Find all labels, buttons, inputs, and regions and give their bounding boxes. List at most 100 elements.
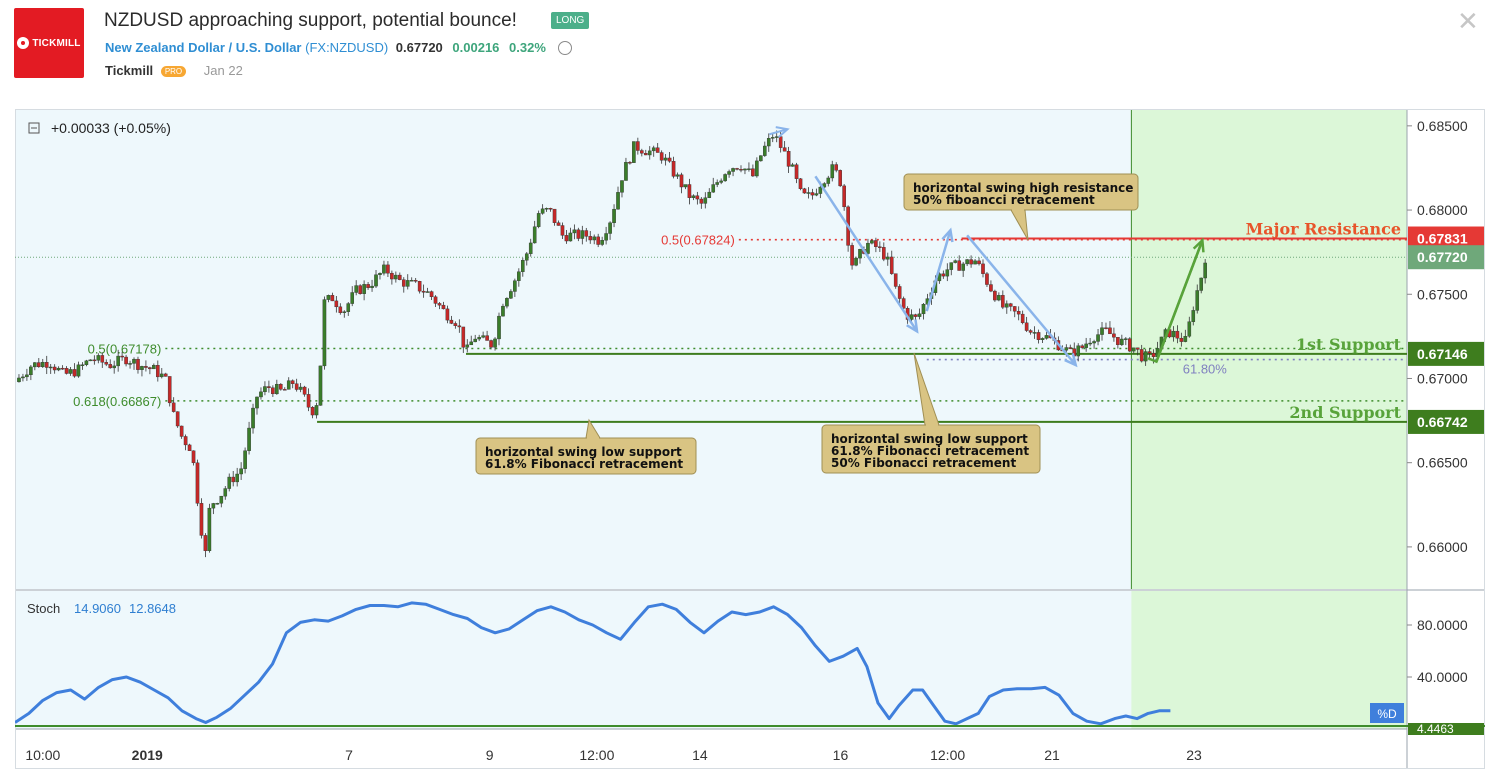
candle-body bbox=[152, 365, 156, 370]
candle-body bbox=[310, 407, 315, 416]
candle-body bbox=[171, 402, 176, 412]
candle-body bbox=[116, 355, 120, 367]
chart-container[interactable]: 0.68500 0.68000 0.67500 0.67000 0.66500 0.660… bbox=[15, 109, 1485, 769]
candle-body bbox=[830, 164, 835, 179]
candle-body bbox=[953, 260, 958, 263]
price-change-header: +0.00033 (+0.05%) bbox=[51, 120, 171, 136]
candle-body bbox=[366, 284, 370, 288]
candle-body bbox=[374, 274, 378, 287]
candle-body bbox=[223, 488, 228, 497]
candle-body bbox=[247, 427, 251, 451]
long-badge: LONG bbox=[551, 12, 590, 29]
candle-body bbox=[1005, 303, 1009, 308]
candle-body bbox=[485, 335, 489, 341]
candle-body bbox=[243, 450, 247, 469]
price-tick-label: 0.66000 bbox=[1417, 539, 1468, 555]
ticker-link[interactable]: (FX:NZDUSD) bbox=[305, 40, 389, 55]
level-axis-value: 0.67720 bbox=[1417, 249, 1468, 265]
candle-body bbox=[584, 230, 589, 237]
candle-body bbox=[941, 273, 946, 277]
candle-body bbox=[576, 229, 581, 239]
publish-date: Jan 22 bbox=[203, 63, 243, 78]
candle-body bbox=[132, 358, 136, 364]
level-name-label: 1st Support bbox=[1296, 335, 1402, 354]
candle-body bbox=[1104, 327, 1108, 329]
candle-body bbox=[227, 476, 232, 489]
candle-body bbox=[643, 153, 648, 156]
close-icon[interactable]: ✕ bbox=[1457, 6, 1479, 36]
candle-body bbox=[501, 305, 505, 317]
candle-body bbox=[1084, 343, 1088, 348]
candle-body bbox=[759, 155, 763, 162]
candle-body bbox=[770, 137, 775, 139]
candle-body bbox=[211, 503, 216, 509]
candle-body bbox=[826, 177, 831, 184]
candle-body bbox=[778, 136, 783, 148]
candle-body bbox=[445, 308, 450, 321]
annotation-text: horizontal swing low support bbox=[485, 445, 682, 459]
candle-body bbox=[207, 507, 212, 552]
candle-body bbox=[203, 535, 208, 552]
candle-body bbox=[401, 279, 406, 287]
candle-body bbox=[334, 300, 339, 308]
author-name[interactable]: Tickmill bbox=[105, 63, 154, 78]
candle-body bbox=[1092, 341, 1096, 344]
annotation-text: 50% fiboancci retracement bbox=[913, 193, 1095, 207]
candle-body bbox=[973, 260, 977, 265]
candle-body bbox=[997, 295, 1001, 301]
candle-body bbox=[21, 376, 25, 379]
candle-body bbox=[394, 274, 398, 280]
candle-body bbox=[358, 285, 362, 294]
candle-body bbox=[469, 341, 474, 346]
candle-body bbox=[159, 373, 164, 378]
candle-body bbox=[405, 280, 410, 287]
candle-body bbox=[195, 462, 200, 504]
candle-body bbox=[199, 503, 204, 536]
annotation-text: horizontal swing high resistance bbox=[913, 181, 1133, 195]
time-tick-label: 12:00 bbox=[579, 747, 614, 763]
swing-arrow bbox=[769, 128, 788, 136]
pair-name-link[interactable]: New Zealand Dollar / U.S. Dollar bbox=[105, 40, 302, 55]
candle-body bbox=[286, 380, 291, 390]
swing-arrow-head bbox=[775, 126, 790, 138]
candle-body bbox=[219, 495, 224, 504]
candle-body bbox=[624, 162, 628, 181]
candle-body bbox=[44, 362, 49, 368]
candle-body bbox=[786, 151, 791, 167]
alarm-clock-icon[interactable] bbox=[557, 41, 572, 55]
candle-body bbox=[163, 373, 168, 377]
candle-body bbox=[921, 303, 926, 315]
candle-body bbox=[433, 296, 438, 304]
stoch-k-value: 14.9060 bbox=[74, 601, 121, 616]
candle-body bbox=[497, 315, 501, 340]
candle-body bbox=[901, 298, 906, 309]
stoch-last-tag bbox=[1408, 723, 1484, 735]
candle-body bbox=[1028, 330, 1033, 333]
candle-body bbox=[457, 325, 462, 328]
candle-body bbox=[858, 249, 862, 259]
candle-body bbox=[187, 444, 192, 451]
candle-body bbox=[128, 363, 132, 365]
candle-body bbox=[1147, 351, 1152, 354]
candle-body bbox=[909, 314, 914, 320]
candle-body bbox=[72, 369, 77, 377]
candle-body bbox=[1179, 337, 1184, 342]
candle-body bbox=[651, 147, 656, 152]
candle-body bbox=[540, 208, 545, 214]
candle-body bbox=[521, 260, 525, 272]
candle-body bbox=[255, 396, 259, 409]
swing-arrow-head bbox=[906, 319, 919, 334]
candle-body bbox=[842, 185, 846, 208]
candle-body bbox=[556, 222, 561, 226]
candle-body bbox=[239, 468, 243, 475]
symbol-line: New Zealand Dollar / U.S. Dollar (FX:NZD… bbox=[105, 40, 572, 55]
candle-body bbox=[1020, 313, 1025, 324]
price-chart[interactable]: 0.68500 0.68000 0.67500 0.67000 0.66500 0.660… bbox=[15, 109, 1485, 769]
candle-body bbox=[378, 273, 382, 275]
annotation-text: 50% Fibonacci retracement bbox=[831, 456, 1016, 470]
candle-body bbox=[1203, 262, 1207, 279]
candle-body bbox=[362, 284, 366, 294]
